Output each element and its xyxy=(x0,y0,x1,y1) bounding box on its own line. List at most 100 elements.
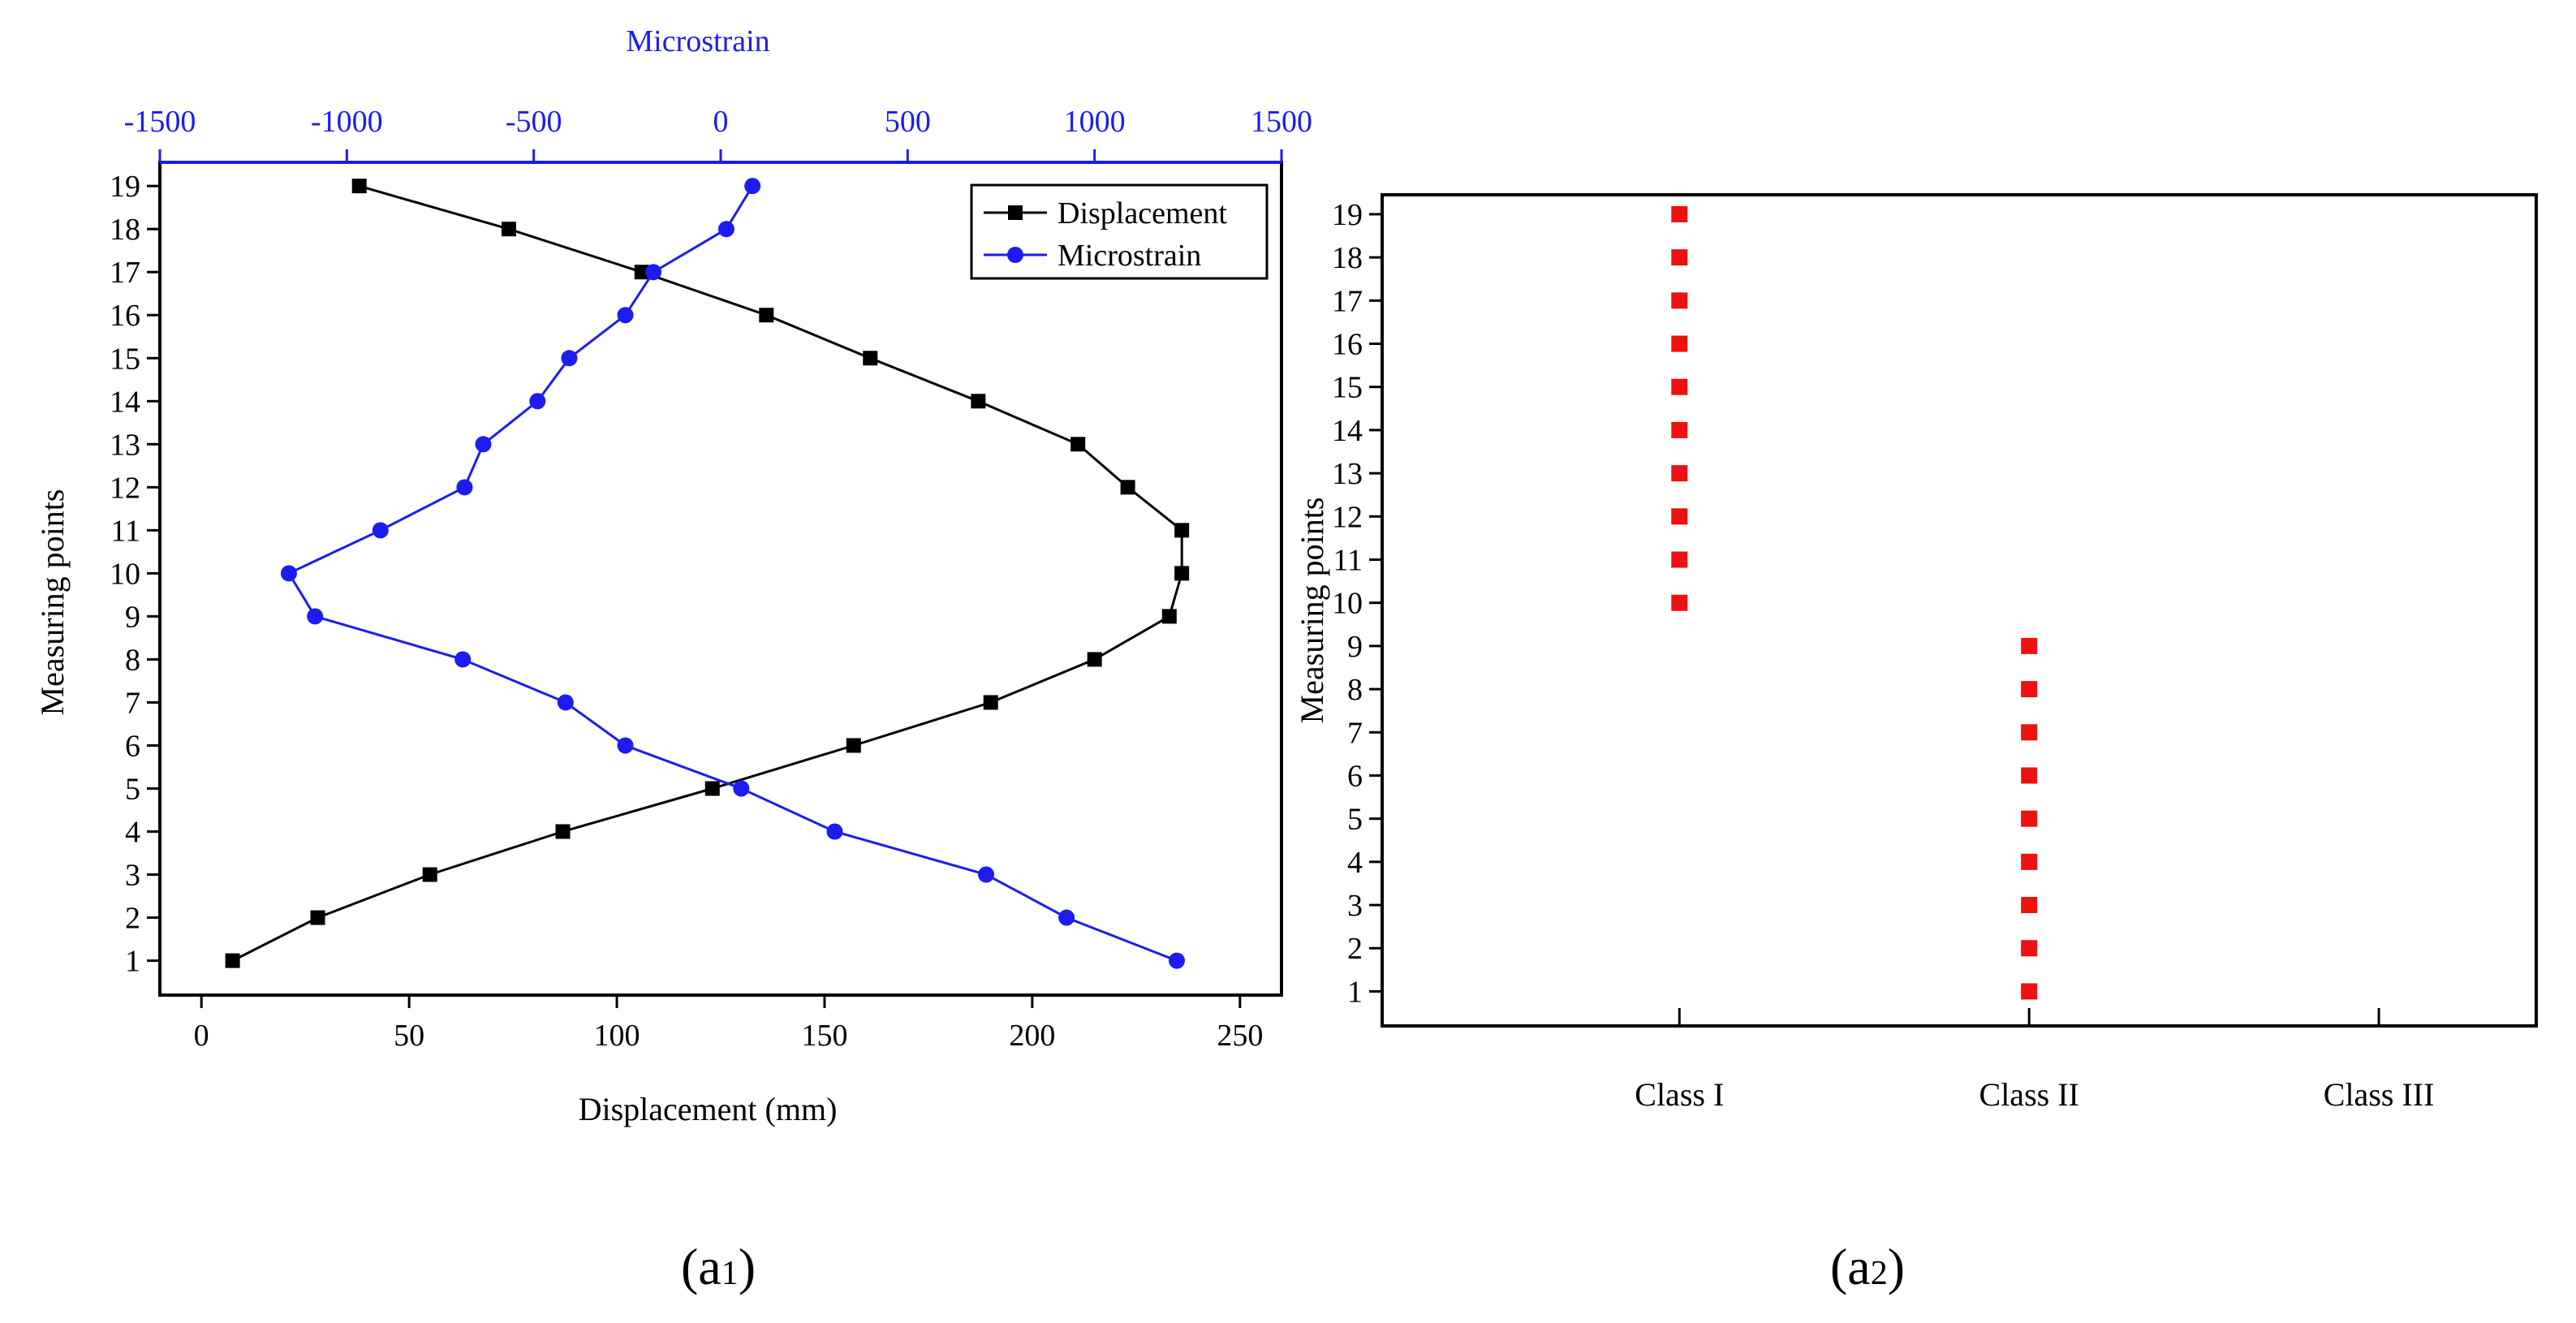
a2-panel-label-main: (a xyxy=(1830,1238,1871,1295)
a2-y-tick-label: 3 xyxy=(1347,889,1363,923)
a2-point-class1-19 xyxy=(1671,205,1688,222)
a1-legend-marker-microstrain xyxy=(1007,247,1023,263)
a2-point-class2-7 xyxy=(2021,724,2038,741)
a1-point-displacement-15 xyxy=(863,351,878,366)
a1-top-tick-label: -1500 xyxy=(124,105,196,139)
a1-y-tick-label: 16 xyxy=(110,299,140,333)
a2-y-tick-label: 13 xyxy=(1332,457,1363,491)
a2-point-class1-14 xyxy=(1671,421,1688,438)
a2-y-tick-label: 7 xyxy=(1347,716,1363,750)
a2-y-tick-label: 9 xyxy=(1347,630,1363,664)
a2-point-class1-18 xyxy=(1671,249,1688,266)
a1-y-tick-label: 3 xyxy=(125,859,140,893)
a1-point-microstrain-15 xyxy=(561,350,578,367)
a1-x-tick-label: 50 xyxy=(394,1019,424,1053)
a1-point-displacement-1 xyxy=(225,953,240,968)
a2-point-class1-17 xyxy=(1671,292,1688,309)
a1-y-axis-title: Measuring points xyxy=(34,489,71,716)
a1-top-tick-label: -500 xyxy=(506,105,562,139)
a1-point-microstrain-2 xyxy=(1058,909,1075,926)
a1-point-microstrain-4 xyxy=(826,823,843,840)
a2-y-tick-label: 1 xyxy=(1347,975,1363,1009)
a1-legend-label-microstrain: Microstrain xyxy=(1058,239,1201,273)
a2-point-class2-6 xyxy=(2021,767,2038,784)
a2-point-class1-10 xyxy=(1671,594,1688,611)
a1-y-tick-label: 14 xyxy=(110,385,140,419)
a2-point-class2-8 xyxy=(2021,681,2038,698)
a2-plot-frame xyxy=(1381,193,2538,1028)
a2-panel-label: (a2) xyxy=(1830,1238,1905,1295)
a1-point-microstrain-1 xyxy=(1169,952,1186,969)
a1-point-microstrain-14 xyxy=(529,393,546,410)
a2-point-class1-11 xyxy=(1671,551,1688,568)
a2-y-tick-label: 19 xyxy=(1332,198,1363,232)
a1-series-line-displacement xyxy=(231,184,1183,962)
a1-y-tick-label: 10 xyxy=(110,557,140,591)
a1-y-tick-label: 15 xyxy=(110,342,140,376)
a1-point-microstrain-9 xyxy=(307,608,324,625)
a1-point-displacement-19 xyxy=(351,179,367,194)
a1-top-tick-label: 1000 xyxy=(1064,105,1126,139)
a2-y-tick-label: 14 xyxy=(1332,414,1363,448)
a2-y-tick-label: 17 xyxy=(1332,284,1363,318)
a2-y-tick-label: 10 xyxy=(1332,587,1363,621)
a1-point-displacement-18 xyxy=(501,222,516,237)
a1-y-tick-label: 19 xyxy=(110,170,140,204)
a1-point-displacement-12 xyxy=(1120,480,1135,495)
a1-point-displacement-5 xyxy=(704,781,720,796)
a1-x-tick-label: 0 xyxy=(194,1019,209,1053)
a2-y-tick-label: 16 xyxy=(1332,328,1363,362)
a1-point-microstrain-18 xyxy=(717,221,734,238)
a1-point-microstrain-19 xyxy=(744,178,761,195)
a1-point-displacement-6 xyxy=(846,738,861,753)
a1-y-tick-label: 11 xyxy=(110,514,140,548)
a2-point-class1-15 xyxy=(1671,378,1688,395)
a2-point-class1-16 xyxy=(1671,335,1688,352)
a1-point-microstrain-3 xyxy=(978,866,995,883)
a1-point-microstrain-5 xyxy=(733,780,750,797)
a1-top-tick-label: -1000 xyxy=(311,105,383,139)
a1-point-displacement-3 xyxy=(422,867,437,882)
a1-point-displacement-14 xyxy=(971,394,986,409)
a1-point-microstrain-13 xyxy=(475,436,492,453)
a1-point-microstrain-8 xyxy=(454,651,472,668)
a2-point-class2-3 xyxy=(2021,897,2038,914)
a1-y-tick-label: 1 xyxy=(125,945,140,979)
a2-point-class2-2 xyxy=(2021,940,2038,957)
a1-point-displacement-11 xyxy=(1174,523,1190,538)
a2-y-tick-label: 15 xyxy=(1332,371,1363,405)
a1-point-microstrain-7 xyxy=(557,694,574,711)
a1-point-displacement-2 xyxy=(310,910,325,925)
a1-y-tick-label: 7 xyxy=(125,686,140,720)
a1-point-displacement-17 xyxy=(634,265,649,280)
a1-point-microstrain-16 xyxy=(617,307,634,324)
a2-y-tick-label: 12 xyxy=(1332,500,1363,534)
a1-point-displacement-13 xyxy=(1070,437,1086,452)
a1-panel-label-close: ) xyxy=(739,1238,756,1295)
a2-x-category-label: Class II xyxy=(1979,1076,2079,1113)
a1-x-tick-label: 250 xyxy=(1217,1019,1263,1053)
a2-y-tick-label: 4 xyxy=(1347,846,1363,880)
a2-panel-label-close: ) xyxy=(1888,1238,1905,1295)
a2-y-tick-label: 11 xyxy=(1333,543,1363,577)
a2-point-class2-1 xyxy=(2021,983,2038,1000)
a1-plot-frame xyxy=(158,161,1283,997)
a1-y-tick-label: 4 xyxy=(125,816,140,850)
a1-y-tick-label: 18 xyxy=(110,213,140,247)
a1-x-tick-label: 200 xyxy=(1009,1019,1055,1053)
a1-y-tick-label: 13 xyxy=(110,428,140,462)
a1-legend-marker-displacement xyxy=(1008,205,1023,220)
a1-point-displacement-7 xyxy=(983,695,998,710)
a1-top-tick-label: 0 xyxy=(713,105,729,139)
a2-panel-label-sub: 2 xyxy=(1871,1255,1888,1292)
a2-point-class2-5 xyxy=(2021,810,2038,827)
a1-point-microstrain-12 xyxy=(456,479,473,496)
a1-y-tick-label: 17 xyxy=(110,256,140,290)
a2-y-axis-title: Measuring points xyxy=(1294,498,1330,724)
a1-y-tick-label: 9 xyxy=(125,600,140,634)
a1-panel-label: (a1) xyxy=(681,1238,756,1295)
a2-point-class1-12 xyxy=(1671,508,1688,525)
